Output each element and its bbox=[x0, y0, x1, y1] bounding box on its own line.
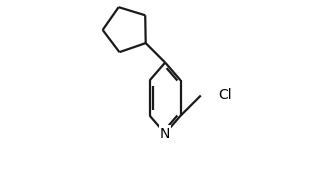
Text: Cl: Cl bbox=[219, 88, 232, 102]
Text: N: N bbox=[160, 127, 170, 140]
